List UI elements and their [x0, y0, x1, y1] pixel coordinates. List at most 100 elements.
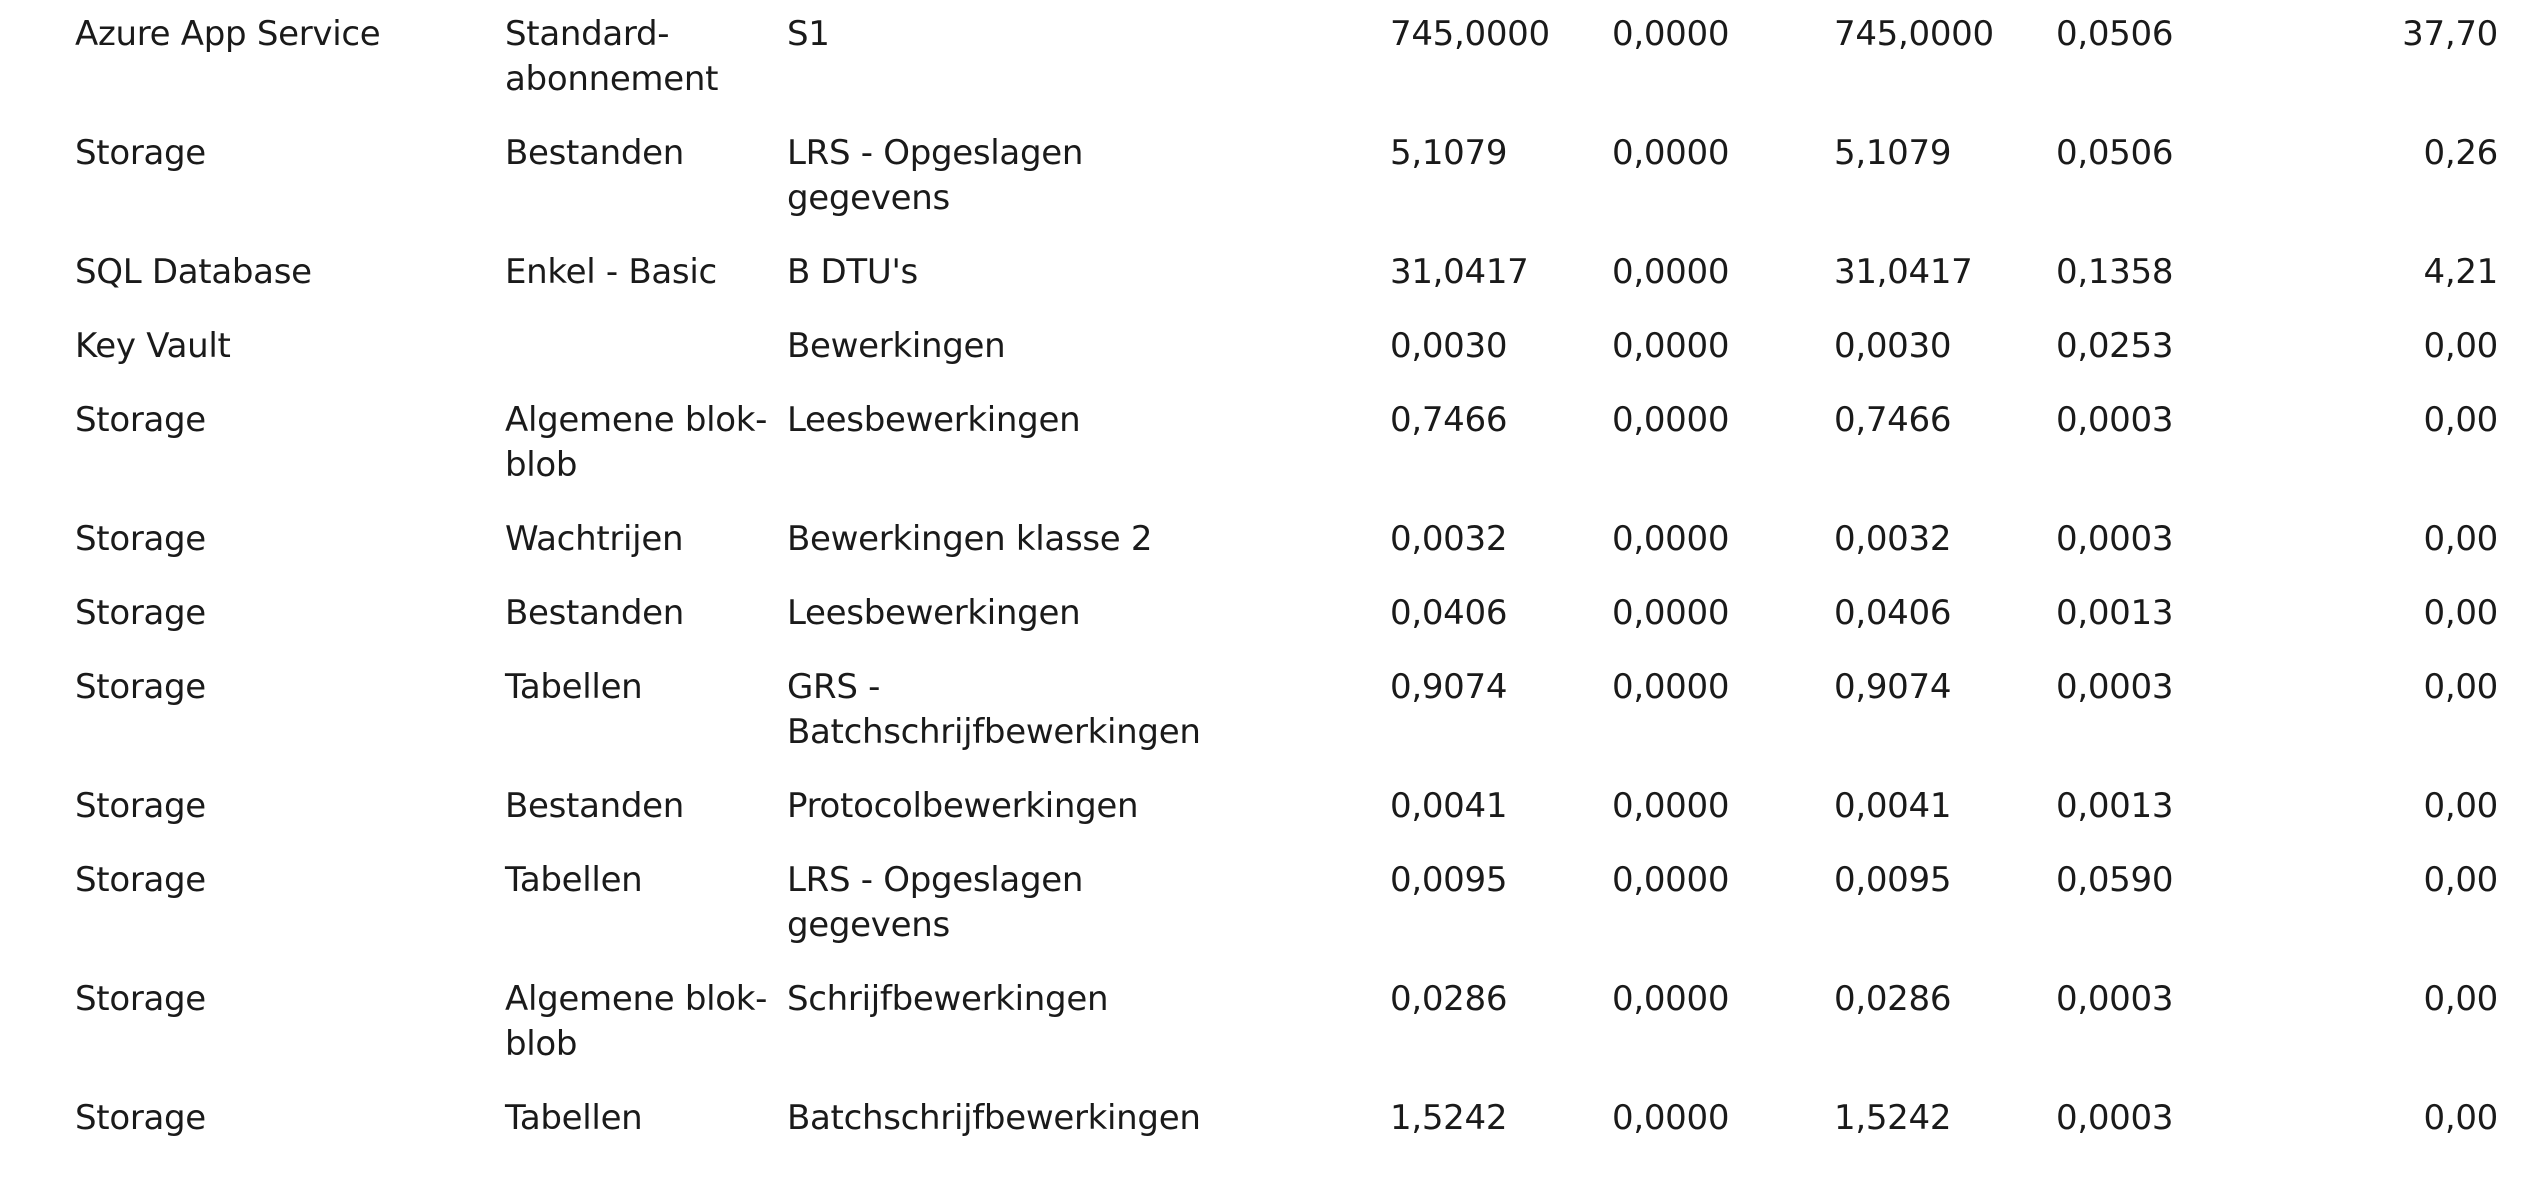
- table-row: Storage Bestanden Leesbewerkingen 0,0406 0,0…: [0, 580, 2542, 654]
- included-quantity-cell: 0,0000: [1612, 667, 1730, 707]
- table-row: Storage Tabellen LRS - Opgeslagen gegevens…: [0, 847, 2542, 966]
- meter-cell: S1: [787, 14, 830, 54]
- included-quantity-cell: 0,0000: [1612, 979, 1730, 1019]
- category-cell: Algemene blok- blob: [505, 400, 768, 485]
- category-cell: Enkel - Basic: [505, 252, 717, 292]
- service-cell: Storage: [75, 860, 206, 900]
- table-row: Storage Algemene blok- blob Leesbewerkinge…: [0, 387, 2542, 506]
- billable-quantity-cell: 0,9074: [1834, 667, 1952, 707]
- usage-table-body: Azure App Service Standard- abonnement S1 7…: [0, 0, 2542, 1159]
- billable-quantity-cell: 5,1079: [1834, 133, 1952, 173]
- included-quantity-cell: 0,0000: [1612, 400, 1730, 440]
- table-row: Storage Algemene blok- blob Schrijfbewerki…: [0, 966, 2542, 1085]
- cost-cell: 0,00: [2423, 519, 2498, 559]
- unit-price-cell: 0,0506: [2056, 14, 2174, 54]
- cost-cell: 0,00: [2423, 400, 2498, 440]
- category-cell: [505, 313, 787, 387]
- meter-cell: B DTU's: [787, 252, 918, 292]
- billable-quantity-cell: 0,0095: [1834, 860, 1952, 900]
- unit-price-cell: 0,0013: [2056, 593, 2174, 633]
- cost-cell: 0,00: [2423, 860, 2498, 900]
- category-cell: Bestanden: [505, 133, 685, 173]
- cost-cell: 0,00: [2423, 979, 2498, 1019]
- service-cell: Storage: [75, 1098, 206, 1138]
- service-cell: Key Vault: [75, 326, 231, 366]
- meter-cell: Bewerkingen klasse 2: [787, 519, 1153, 559]
- category-cell: Tabellen: [505, 1098, 643, 1138]
- meter-cell: GRS - Batchschrijfbewerkingen: [787, 667, 1201, 752]
- unit-price-cell: 0,0003: [2056, 1098, 2174, 1138]
- billable-quantity-cell: 745,0000: [1834, 14, 1994, 54]
- included-quantity-cell: 0,0000: [1612, 593, 1730, 633]
- included-quantity-cell: 0,0000: [1612, 860, 1730, 900]
- used-quantity-cell: 5,1079: [1390, 133, 1508, 173]
- used-quantity-cell: 0,0032: [1390, 519, 1508, 559]
- category-cell: Tabellen: [505, 860, 643, 900]
- meter-cell: Bewerkingen: [787, 326, 1006, 366]
- unit-price-cell: 0,0003: [2056, 979, 2174, 1019]
- service-cell: SQL Database: [75, 252, 312, 292]
- table-row: Storage Wachtrijen Bewerkingen klasse 2 0,0…: [0, 506, 2542, 580]
- service-cell: Storage: [75, 519, 206, 559]
- table-row: Azure App Service Standard- abonnement S1 7…: [0, 0, 2542, 120]
- used-quantity-cell: 0,9074: [1390, 667, 1508, 707]
- unit-price-cell: 0,0003: [2056, 400, 2174, 440]
- category-cell: Standard- abonnement: [505, 14, 719, 99]
- billable-quantity-cell: 0,0030: [1834, 326, 1952, 366]
- billable-quantity-cell: 0,7466: [1834, 400, 1952, 440]
- used-quantity-cell: 0,0041: [1390, 786, 1508, 826]
- service-cell: Azure App Service: [75, 14, 381, 54]
- included-quantity-cell: 0,0000: [1612, 786, 1730, 826]
- used-quantity-cell: 0,7466: [1390, 400, 1508, 440]
- meter-cell: Leesbewerkingen: [787, 400, 1081, 440]
- cost-cell: 37,70: [2402, 14, 2498, 54]
- included-quantity-cell: 0,0000: [1612, 14, 1730, 54]
- service-cell: Storage: [75, 593, 206, 633]
- cost-cell: 0,00: [2423, 667, 2498, 707]
- billable-quantity-cell: 31,0417: [1834, 252, 1973, 292]
- billable-quantity-cell: 0,0032: [1834, 519, 1952, 559]
- included-quantity-cell: 0,0000: [1612, 1098, 1730, 1138]
- table-row: Storage Bestanden Protocolbewerkingen 0,004…: [0, 773, 2542, 847]
- category-cell: Wachtrijen: [505, 519, 684, 559]
- cost-cell: 0,00: [2423, 593, 2498, 633]
- service-cell: Storage: [75, 979, 206, 1019]
- category-cell: Bestanden: [505, 593, 685, 633]
- included-quantity-cell: 0,0000: [1612, 519, 1730, 559]
- used-quantity-cell: 0,0095: [1390, 860, 1508, 900]
- billable-quantity-cell: 1,5242: [1834, 1098, 1952, 1138]
- table-row: SQL Database Enkel - Basic B DTU's 31,0417 0…: [0, 239, 2542, 313]
- used-quantity-cell: 1,5242: [1390, 1098, 1508, 1138]
- cost-cell: 0,26: [2423, 133, 2498, 173]
- category-cell: Bestanden: [505, 786, 685, 826]
- used-quantity-cell: 0,0406: [1390, 593, 1508, 633]
- cost-cell: 0,00: [2423, 1098, 2498, 1138]
- billable-quantity-cell: 0,0041: [1834, 786, 1952, 826]
- unit-price-cell: 0,0506: [2056, 133, 2174, 173]
- included-quantity-cell: 0,0000: [1612, 252, 1730, 292]
- service-cell: Storage: [75, 786, 206, 826]
- meter-cell: LRS - Opgeslagen gegevens: [787, 860, 1084, 945]
- table-row: Storage Bestanden LRS - Opgeslagen gegeven…: [0, 120, 2542, 239]
- cost-cell: 4,21: [2423, 252, 2498, 292]
- service-cell: Storage: [75, 133, 206, 173]
- used-quantity-cell: 31,0417: [1390, 252, 1529, 292]
- usage-table: Azure App Service Standard- abonnement S1 7…: [0, 0, 2542, 1159]
- service-cell: Storage: [75, 400, 206, 440]
- unit-price-cell: 0,1358: [2056, 252, 2174, 292]
- unit-price-cell: 0,0003: [2056, 667, 2174, 707]
- unit-price-cell: 0,0013: [2056, 786, 2174, 826]
- unit-price-cell: 0,0253: [2056, 326, 2174, 366]
- meter-cell: Batchschrijfbewerkingen: [787, 1098, 1201, 1138]
- meter-cell: Protocolbewerkingen: [787, 786, 1139, 826]
- meter-cell: Schrijfbewerkingen: [787, 979, 1109, 1019]
- unit-price-cell: 0,0003: [2056, 519, 2174, 559]
- unit-price-cell: 0,0590: [2056, 860, 2174, 900]
- included-quantity-cell: 0,0000: [1612, 133, 1730, 173]
- cost-cell: 0,00: [2423, 326, 2498, 366]
- included-quantity-cell: 0,0000: [1612, 326, 1730, 366]
- category-cell: Algemene blok- blob: [505, 979, 768, 1064]
- table-row: Storage Tabellen Batchschrijfbewerkingen 1,…: [0, 1085, 2542, 1159]
- table-row: Storage Tabellen GRS - Batchschrijfbewerki…: [0, 654, 2542, 773]
- table-row: Key Vault Bewerkingen 0,0030 0,0000 0,0030 0,…: [0, 313, 2542, 387]
